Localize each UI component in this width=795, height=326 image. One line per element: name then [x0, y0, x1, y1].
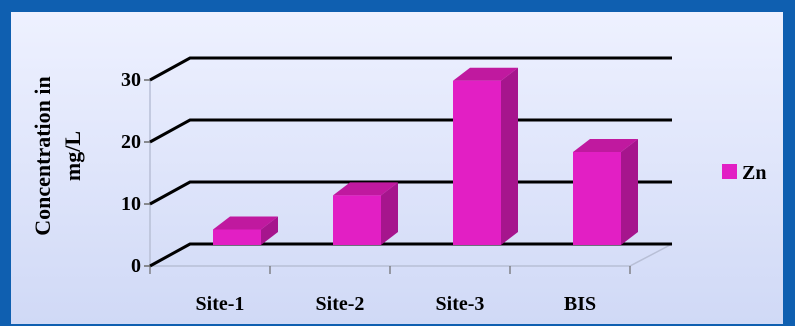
bar-side: [381, 182, 398, 245]
bar-site-3: [453, 67, 518, 245]
bar-top: [573, 139, 638, 152]
gridline-0: [149, 242, 672, 268]
x-tick-label-site-2: Site-2: [316, 293, 365, 315]
legend: Zn: [722, 162, 766, 184]
y-tick-label-20: 20: [121, 131, 141, 153]
bar-front: [573, 152, 621, 245]
bars: [213, 67, 638, 245]
y-tick-label-30: 30: [121, 69, 141, 91]
gridline-20: [149, 118, 672, 144]
chart-floor: [149, 243, 673, 267]
bar-side: [261, 216, 278, 245]
bar-site-1: [213, 216, 278, 245]
bar-front: [453, 80, 501, 245]
bar-site-2: [333, 182, 398, 245]
bar-bis: [573, 139, 638, 245]
legend-label-zn: Zn: [742, 162, 766, 184]
y-axis-label-line1: Concentration in: [30, 76, 55, 236]
y-axis-label-line2: mg/L: [60, 131, 85, 181]
bar-top: [213, 216, 278, 230]
chart-panel: [11, 12, 783, 324]
x-tick-label-bis: BIS: [564, 293, 596, 315]
bar-top: [333, 182, 398, 196]
bar-side: [501, 67, 518, 245]
gridline-30: [149, 56, 672, 82]
bar-top: [453, 67, 518, 81]
y-tick-label-10: 10: [121, 193, 141, 215]
bar-front: [213, 229, 261, 245]
bar-front: [333, 195, 381, 245]
x-tick-label-site-3: Site-3: [436, 293, 485, 315]
y-tick-label-0: 0: [131, 255, 141, 277]
tick-labels: 0 10 20 30 Site-1 Site-2 Site-3 BIS: [121, 69, 596, 315]
x-tick-label-site-1: Site-1: [196, 293, 245, 315]
legend-swatch-zn: [722, 164, 737, 179]
bar-side: [621, 139, 638, 245]
axes: Concentration in mg/L: [30, 76, 85, 236]
